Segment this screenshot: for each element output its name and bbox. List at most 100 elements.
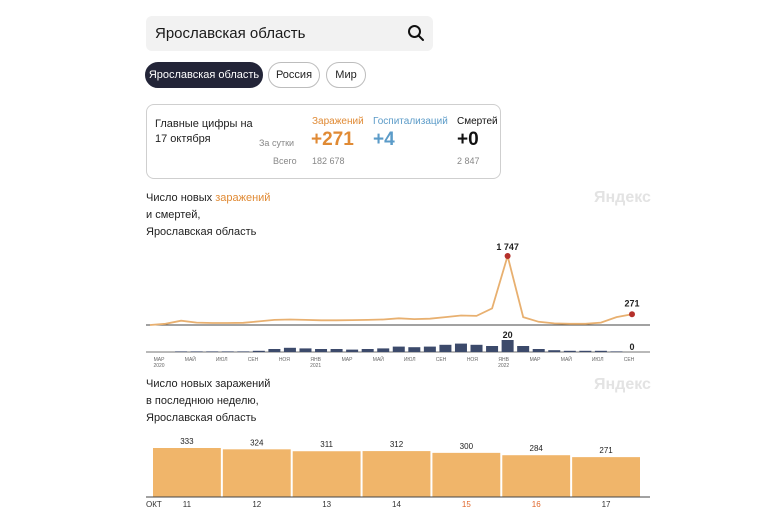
bar [222,449,291,497]
deaths-total: 2 847 [457,156,480,166]
x-tick-label: МАЙ [561,355,573,363]
deaths-bar [361,349,374,352]
bar-value-label: 333 [180,437,194,446]
chart1-title-prefix: Число новых [146,192,216,204]
x-tick-label: МАЙ [185,355,197,363]
chart2-title-line2: в последнюю неделю, [146,395,259,407]
yandex-watermark: Яндекс [594,189,651,206]
deaths-bar [299,348,312,352]
cases-total: 182 678 [312,156,345,166]
chart1-title-highlight: заражений [215,192,271,204]
cases-daily: +271 [311,129,354,150]
x-tick-year: 2020 [153,363,164,369]
x-tick-label: ИЮЛ [216,357,228,363]
x-tick-label: ЯНВ [498,357,509,363]
cases-last-point [629,311,635,318]
bar [153,448,221,497]
x-tick-year: 2021 [310,363,321,369]
deaths-bar [408,347,421,352]
bar-category-label: 15 [462,500,471,509]
bar-value-label: 324 [250,438,264,447]
deaths-bar [330,349,343,352]
deaths-bar [579,350,592,352]
deaths-bar [548,350,561,352]
deaths-bar [470,344,483,352]
cases-last-label: 271 [624,298,639,308]
search-input[interactable]: Ярославская область [155,25,306,42]
deaths-peak-label: 20 [503,330,513,340]
cases-peak-point [504,253,511,259]
bar-value-label: 271 [599,446,613,455]
weekly-cases-bar-chart: 333 11 324 12 311 13 312 14 300 15 284 16 271 17 ОКТ [146,437,650,509]
chart2-title: Число новых заражений в последнюю неделю… [146,376,270,427]
x-tick-label: МАЙ [373,355,385,363]
deaths-bar [206,351,219,352]
weekly-bars: 333 11 324 12 311 13 312 14 300 15 284 16 271 17 [146,437,650,509]
cases-label: Заражений [312,116,364,127]
deaths-bar [190,351,203,352]
deaths-bar [517,346,530,352]
bar-category-label: 13 [322,500,331,509]
x-tick-label: СЕН [436,357,447,363]
deaths-series-bars [175,340,623,352]
cases-series-line [149,252,633,326]
tab-world[interactable]: Мир [326,62,366,88]
deaths-bar [346,349,359,352]
cases-peak-label: 1 747 [496,242,519,252]
deaths-bar [237,351,250,352]
x-tick-label: СЕН [624,357,635,363]
daily-row-label: За сутки [259,138,295,148]
deaths-bar [175,351,188,352]
x-tick-label: МАР [530,357,542,363]
deaths-bar [594,350,607,352]
deaths-bar [283,347,296,352]
bar [432,452,501,497]
x-tick-year: 2022 [498,363,509,369]
bar-value-label: 312 [390,440,404,449]
deaths-bar [315,349,328,352]
deaths-bar [392,346,405,352]
deaths-bar [610,351,623,352]
x-tick-label: МАР [342,357,354,363]
bar-value-label: 311 [320,440,333,449]
x-tick-label: ИЮЛ [404,357,416,363]
deaths-bar [563,350,576,352]
bar-category-label: 17 [602,500,611,509]
bar-value-label: 284 [530,444,544,453]
deaths-bar [268,349,281,352]
deaths-label: Смертей [457,116,498,127]
bar-category-label: 11 [183,500,192,509]
chart2-title-line1: Число новых заражений [146,378,271,390]
x-tick-label: МАР [154,357,166,363]
bar-value-label: 300 [460,442,474,451]
chart1-title-line2: и смертей, [146,209,201,221]
deaths-bar [221,351,234,352]
main-figures-heading: Главные цифры на 17 октября [155,118,253,145]
deaths-bar [501,340,514,352]
chart1-title: Число новых заражений и смертей, Ярослав… [146,190,270,241]
bar [362,451,431,497]
deaths-bar [454,343,467,352]
x-tick-label: ИЮЛ [592,357,604,363]
deaths-last-label: 0 [629,342,634,352]
bar [292,451,361,497]
bar-category-label: 14 [392,500,401,509]
bar-axis-month-label: ОКТ [146,500,162,509]
bar [502,455,571,497]
tab-russia[interactable]: Россия [268,62,320,88]
hospitalizations-label: Госпитализаций [373,116,448,127]
deaths-daily: +0 [457,129,479,150]
x-tick-label: НОЯ [279,357,290,363]
search-icon[interactable] [407,24,425,42]
search-box[interactable]: Ярославская область [146,16,433,51]
deaths-bar [532,349,545,352]
hospitalizations-daily: +4 [373,129,395,150]
tab-yaroslavl-region[interactable]: Ярославская область [145,62,263,88]
chart1-title-line3: Ярославская область [146,226,257,238]
x-tick-label: НОЯ [467,357,478,363]
deaths-bar [252,350,265,352]
bar-category-label: 16 [532,500,541,509]
x-tick-label: СЕН [248,357,259,363]
deaths-bar [423,346,436,352]
